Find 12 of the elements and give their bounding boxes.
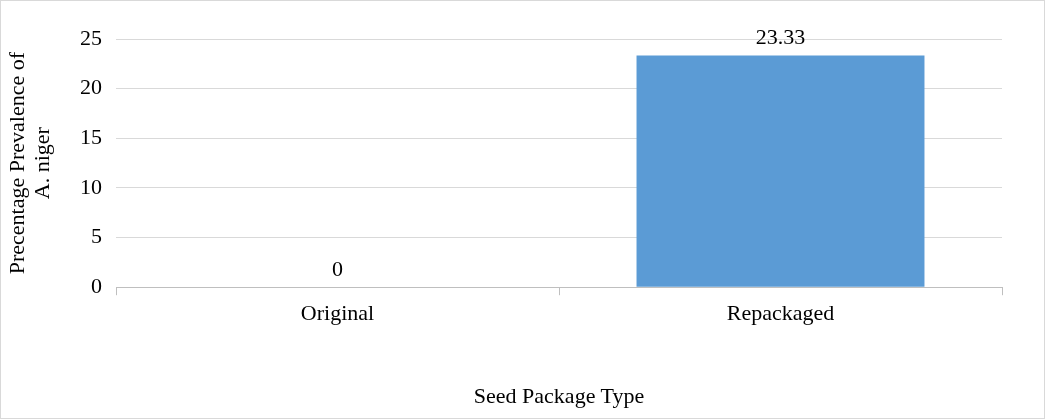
data-label: 23.33 [755, 24, 806, 50]
y-tick-label: 10 [80, 173, 102, 199]
x-tick-label: Original [300, 300, 375, 326]
x-axis-title: Seed Package Type [473, 382, 645, 408]
data-label: 0 [332, 255, 343, 281]
y-tick-label: 25 [80, 24, 102, 50]
y-tick-label: 20 [80, 74, 102, 100]
y-tick-label: 15 [80, 124, 102, 150]
y-axis-title: Precentage Prevalence of A. niger [4, 51, 55, 275]
x-tick-label: Repackaged [726, 300, 835, 326]
y-tick-label: 0 [91, 272, 102, 298]
y-tick-label: 5 [91, 223, 102, 249]
